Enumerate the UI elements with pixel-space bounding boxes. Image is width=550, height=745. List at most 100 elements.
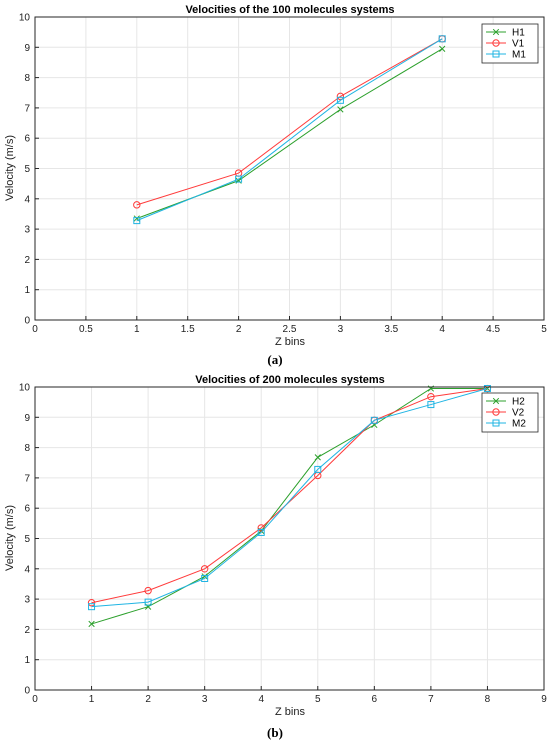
y-tick-label: 6 — [24, 134, 30, 145]
chart-a-ylabel: Velocity (m/s) — [4, 135, 16, 201]
x-tick-label: 8 — [485, 694, 491, 705]
y-tick-label: 5 — [24, 164, 30, 175]
y-tick-label: 0 — [24, 686, 30, 697]
series-M2 — [88, 385, 491, 611]
x-tick-label: 3 — [202, 694, 208, 705]
x-tick-label: 0 — [32, 694, 38, 705]
series-V2-point — [144, 586, 152, 595]
y-tick-label: 2 — [24, 255, 30, 266]
x-tick-label: 2 — [145, 694, 151, 705]
series-V2-line — [91, 388, 488, 604]
series-H2-point — [88, 620, 95, 628]
series-M2-line — [91, 388, 488, 608]
x-tick-label: 4.5 — [486, 324, 500, 335]
y-tick-label: 4 — [24, 564, 30, 575]
chart-b-series — [87, 384, 492, 628]
x-tick-label: 7 — [428, 694, 434, 705]
legend-marker — [492, 397, 500, 405]
x-tick-label: 0.5 — [79, 324, 93, 335]
x-tick-label: 4 — [258, 694, 264, 705]
legend-label: H2 — [512, 397, 525, 408]
series-V2-point — [87, 599, 96, 607]
x-tick-label: 6 — [372, 694, 378, 705]
series-M2-point — [483, 385, 491, 393]
legend-marker — [492, 39, 500, 47]
series-H2-point — [314, 454, 321, 461]
x-tick-label: 2 — [236, 324, 242, 335]
y-tick-label: 8 — [24, 73, 30, 84]
series-H2-point — [201, 573, 208, 580]
chart-b-xlabel: Z bins — [275, 706, 305, 718]
chart-a-caption: (a) — [267, 352, 282, 367]
legend-label: M2 — [512, 419, 526, 430]
chart-b: Velocities of 200 molecules systems 0 1 2 3… — [4, 374, 547, 740]
y-tick-label: 8 — [24, 443, 30, 454]
series-M1-point — [438, 35, 446, 43]
chart-b-gridlines — [34, 386, 545, 691]
legend-marker — [492, 28, 500, 36]
series-M2-point — [427, 401, 435, 409]
series-M2-point — [314, 465, 322, 473]
x-tick-label: 1 — [134, 324, 140, 335]
chart-a: Velocities of the 100 molecules systems … — [4, 4, 547, 367]
y-tick-label: 3 — [24, 595, 30, 606]
y-tick-label: 9 — [24, 43, 30, 54]
series-M2-point — [257, 528, 265, 536]
chart-a-ticks: 0 0.5 1 1.5 2 2.5 3 3.5 4 4.5 5 0 1 2 3 4 5 6 7 8 9 10 — [19, 13, 547, 336]
legend-label: M1 — [512, 50, 526, 61]
series-M2-point — [88, 603, 96, 611]
chart-b-title: Velocities of 200 molecules systems — [195, 374, 385, 386]
chart-b-ylabel: Velocity (m/s) — [4, 505, 16, 571]
legend-item-V2: V2 — [486, 408, 525, 419]
chart-a-gridlines — [34, 16, 545, 321]
y-tick-label: 2 — [24, 625, 30, 636]
series-V1-point — [336, 92, 345, 101]
x-tick-label: 9 — [541, 694, 547, 705]
legend-item-M1: M1 — [486, 50, 526, 61]
x-tick-label: 4 — [439, 324, 445, 335]
series-M2-point — [370, 416, 378, 424]
series-V2-point — [427, 392, 435, 401]
y-tick-label: 7 — [24, 473, 30, 484]
y-tick-label: 7 — [24, 103, 30, 114]
y-tick-label: 5 — [24, 534, 30, 545]
legend-item-M2: M2 — [486, 419, 526, 430]
legend-label: V2 — [512, 408, 525, 419]
series-V2-point — [200, 565, 209, 573]
chart-a-series — [133, 35, 446, 225]
y-tick-label: 0 — [24, 316, 30, 327]
series-H1-point — [337, 106, 344, 113]
series-V1-point — [133, 201, 141, 209]
y-tick-label: 6 — [24, 504, 30, 515]
x-tick-label: 5 — [541, 324, 547, 335]
series-M1 — [133, 35, 446, 225]
y-tick-label: 1 — [24, 655, 30, 666]
series-H1-point — [439, 45, 446, 52]
legend-item-H2: H2 — [486, 397, 525, 408]
series-M2-point — [144, 598, 152, 606]
chart-a-xlabel: Z bins — [275, 336, 305, 348]
chart-b-ticks: 0 1 2 3 4 5 6 7 8 9 0 1 2 3 4 5 6 7 8 9 10 — [19, 383, 547, 706]
x-tick-label: 1 — [89, 694, 95, 705]
series-V1-line — [136, 38, 443, 206]
legend-label: H1 — [512, 28, 525, 39]
x-tick-label: 0 — [32, 324, 38, 335]
x-tick-label: 2.5 — [283, 324, 297, 335]
series-V2-point — [257, 524, 265, 532]
series-M1-point — [235, 175, 243, 183]
series-M1-point — [336, 96, 344, 104]
y-tick-label: 10 — [19, 13, 31, 24]
legend-item-H1: H1 — [486, 28, 525, 39]
y-tick-label: 9 — [24, 413, 30, 424]
series-V2 — [87, 384, 492, 607]
series-M2-point — [201, 574, 209, 582]
legend-marker — [492, 50, 500, 58]
series-M1-line — [136, 38, 443, 222]
chart-b-caption: (b) — [267, 725, 283, 740]
legend-marker — [492, 419, 500, 427]
x-tick-label: 1.5 — [181, 324, 195, 335]
chart-a-title: Velocities of the 100 molecules systems — [185, 4, 394, 16]
